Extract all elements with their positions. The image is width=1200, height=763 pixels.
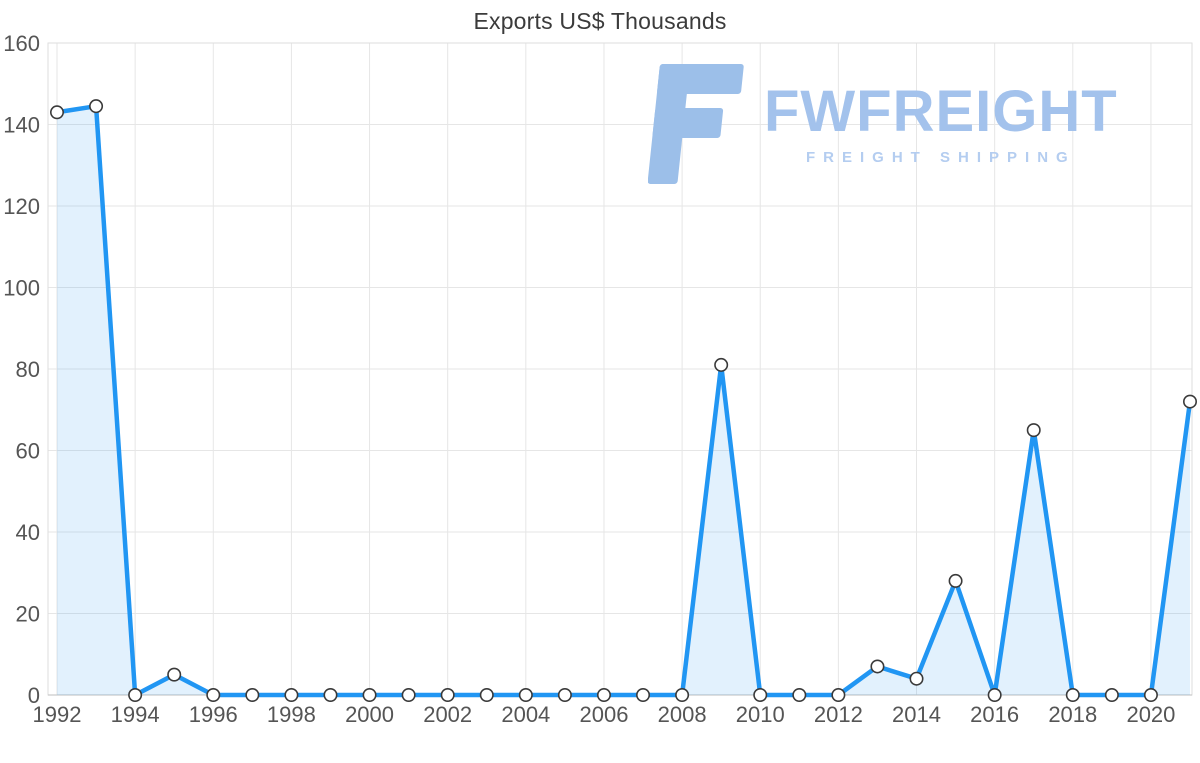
data-point-marker[interactable]	[49, 105, 64, 120]
x-tick-label: 1998	[267, 702, 316, 727]
data-point-marker[interactable]	[1026, 423, 1041, 438]
x-tick-label: 2016	[970, 702, 1019, 727]
x-tick-label: 1992	[33, 702, 82, 727]
y-tick-label: 60	[16, 439, 40, 464]
x-tick-label: 2020	[1126, 702, 1175, 727]
y-tick-label: 40	[16, 520, 40, 545]
y-tick-label: 120	[3, 194, 40, 219]
data-point-marker[interactable]	[167, 667, 182, 682]
x-tick-label: 2014	[892, 702, 941, 727]
data-point-marker[interactable]	[1143, 687, 1158, 702]
x-tick-label: 2002	[423, 702, 472, 727]
x-tick-label: 2012	[814, 702, 863, 727]
data-point-marker[interactable]	[128, 687, 143, 702]
chart-title: Exports US$ Thousands	[473, 8, 727, 34]
data-point-marker[interactable]	[440, 687, 455, 702]
data-point-marker[interactable]	[675, 687, 690, 702]
x-tick-label: 1996	[189, 702, 238, 727]
y-tick-label: 160	[3, 31, 40, 56]
x-tick-label: 2004	[501, 702, 550, 727]
data-point-marker[interactable]	[909, 671, 924, 686]
y-tick-label: 80	[16, 357, 40, 382]
data-point-marker[interactable]	[518, 687, 533, 702]
data-point-marker[interactable]	[479, 687, 494, 702]
data-point-marker[interactable]	[206, 687, 221, 702]
x-tick-label: 1994	[111, 702, 160, 727]
y-tick-label: 20	[16, 602, 40, 627]
data-point-marker[interactable]	[89, 99, 104, 114]
area-fill	[57, 106, 1190, 696]
data-point-marker[interactable]	[245, 687, 260, 702]
x-tick-label: 2008	[658, 702, 707, 727]
data-point-marker[interactable]	[987, 687, 1002, 702]
x-tick-label: 2006	[579, 702, 628, 727]
data-point-marker[interactable]	[870, 659, 885, 674]
data-point-marker[interactable]	[636, 687, 651, 702]
data-point-marker[interactable]	[401, 687, 416, 702]
data-point-marker[interactable]	[753, 687, 768, 702]
data-point-marker[interactable]	[714, 357, 729, 372]
data-point-marker[interactable]	[1065, 687, 1080, 702]
data-point-marker[interactable]	[1183, 394, 1198, 409]
data-point-marker[interactable]	[557, 687, 572, 702]
data-point-marker[interactable]	[831, 687, 846, 702]
x-tick-label: 2018	[1048, 702, 1097, 727]
x-tick-label: 2010	[736, 702, 785, 727]
data-point-marker[interactable]	[948, 573, 963, 588]
data-point-marker[interactable]	[792, 687, 807, 702]
data-point-marker[interactable]	[284, 687, 299, 702]
y-tick-label: 140	[3, 113, 40, 138]
data-point-marker[interactable]	[323, 687, 338, 702]
y-tick-label: 100	[3, 276, 40, 301]
data-point-marker[interactable]	[596, 687, 611, 702]
x-tick-label: 2000	[345, 702, 394, 727]
data-point-marker[interactable]	[362, 687, 377, 702]
y-tick-label: 0	[28, 683, 40, 708]
data-point-marker[interactable]	[1104, 687, 1119, 702]
